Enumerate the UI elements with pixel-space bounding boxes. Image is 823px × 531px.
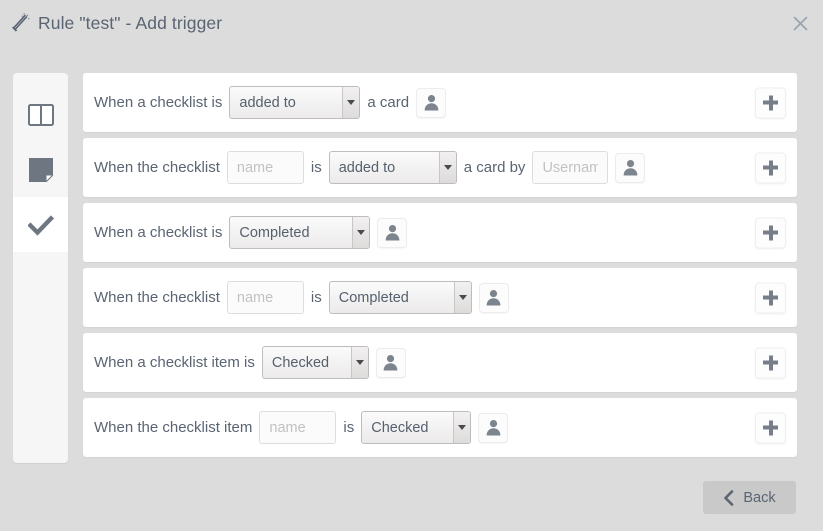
checklist-item-state-select[interactable]: Checked — [261, 346, 369, 379]
trigger-label-by: a card by — [463, 159, 526, 176]
trigger-row: When the checklist is Completed — [83, 268, 797, 327]
user-scope-button[interactable] — [377, 217, 408, 248]
chevron-down-icon[interactable] — [350, 347, 368, 378]
trigger-row-content: When a checklist is added to a card — [94, 86, 797, 119]
trigger-row-content: When the checklist is Completed — [94, 281, 797, 314]
checklist-name-input[interactable] — [226, 151, 304, 184]
person-icon — [486, 290, 501, 306]
username-input[interactable] — [532, 151, 609, 184]
trigger-row: When a checklist is added to a card — [83, 73, 797, 132]
add-trigger-button[interactable] — [755, 347, 786, 378]
user-scope-button[interactable] — [416, 87, 447, 118]
checklist-name-input[interactable] — [226, 281, 304, 314]
sidebar-spacer — [13, 73, 68, 87]
checklist-item-name-input[interactable] — [259, 411, 337, 444]
trigger-row-content: When a checklist is Completed — [94, 216, 797, 249]
trigger-row: When a checklist is Completed — [83, 203, 797, 262]
checklist-state-select[interactable]: Completed — [328, 281, 472, 314]
checklist-item-state-select[interactable]: Checked — [361, 411, 472, 444]
trigger-label-prefix: When the checklist — [94, 289, 220, 306]
checkmark-icon — [27, 214, 54, 236]
checklist-item-state-select-value: Checked — [371, 419, 429, 436]
trigger-label-is: is — [310, 159, 322, 176]
checklist-state-select-value: Completed — [239, 224, 310, 241]
add-trigger-button[interactable] — [755, 152, 786, 183]
trigger-row: When the checklist is added to a card by — [83, 138, 797, 197]
trigger-row-list: When a checklist is added to a card When th… — [83, 73, 797, 463]
person-icon — [383, 355, 398, 371]
chevron-left-icon — [724, 489, 734, 506]
window-titlebar: Rule "test" - Add trigger — [0, 0, 823, 46]
trigger-label-prefix: When a checklist is — [94, 94, 223, 111]
sidebar-item-checklist[interactable] — [13, 197, 68, 252]
trigger-row-content: When the checklist item is Checked — [94, 411, 797, 444]
back-button-label: Back — [743, 489, 776, 506]
user-scope-button[interactable] — [478, 282, 509, 313]
checklist-action-select[interactable]: added to — [229, 86, 361, 119]
back-button[interactable]: Back — [703, 481, 796, 514]
chevron-down-icon[interactable] — [453, 412, 471, 443]
trigger-row: When the checklist item is Checked — [83, 398, 797, 457]
checklist-action-select[interactable]: added to — [328, 151, 457, 184]
checklist-action-select-value: added to — [239, 94, 296, 111]
user-scope-button[interactable] — [478, 412, 509, 443]
trigger-label-suffix: a card — [367, 94, 410, 111]
trigger-row-content: When the checklist is added to a card by — [94, 151, 797, 184]
page-title: Rule "test" - Add trigger — [38, 12, 223, 33]
checklist-state-select[interactable]: Completed — [229, 216, 371, 249]
board-columns-icon — [27, 103, 54, 126]
magic-wand-icon — [12, 13, 30, 32]
trigger-label-is: is — [310, 289, 322, 306]
trigger-category-sidebar — [13, 73, 68, 463]
close-icon[interactable] — [787, 10, 813, 36]
sidebar-item-card[interactable] — [13, 142, 68, 197]
add-trigger-button[interactable] — [755, 412, 786, 443]
trigger-label-is: is — [343, 419, 355, 436]
chevron-down-icon[interactable] — [342, 87, 360, 118]
person-icon — [385, 225, 400, 241]
checklist-state-select-value: Completed — [338, 289, 409, 306]
card-icon — [28, 157, 53, 182]
add-trigger-button[interactable] — [755, 282, 786, 313]
person-icon — [486, 420, 501, 436]
trigger-label-prefix: When a checklist is — [94, 224, 223, 241]
trigger-row-content: When a checklist item is Checked — [94, 346, 797, 379]
checklist-action-select-value: added to — [338, 159, 396, 176]
user-scope-button[interactable] — [375, 347, 406, 378]
chevron-down-icon[interactable] — [453, 282, 471, 313]
checklist-item-state-select-value: Checked — [271, 354, 330, 371]
chevron-down-icon[interactable] — [438, 152, 456, 183]
chevron-down-icon[interactable] — [352, 217, 370, 248]
person-icon — [424, 95, 438, 111]
sidebar-item-board[interactable] — [13, 87, 68, 142]
add-trigger-button[interactable] — [755, 217, 786, 248]
person-icon — [623, 160, 638, 176]
trigger-label-prefix: When the checklist — [94, 159, 220, 176]
trigger-row: When a checklist item is Checked — [83, 333, 797, 392]
add-trigger-button[interactable] — [755, 87, 786, 118]
user-scope-button[interactable] — [615, 152, 646, 183]
trigger-label-prefix: When a checklist item is — [94, 354, 255, 371]
trigger-label-prefix: When the checklist item — [94, 419, 253, 436]
